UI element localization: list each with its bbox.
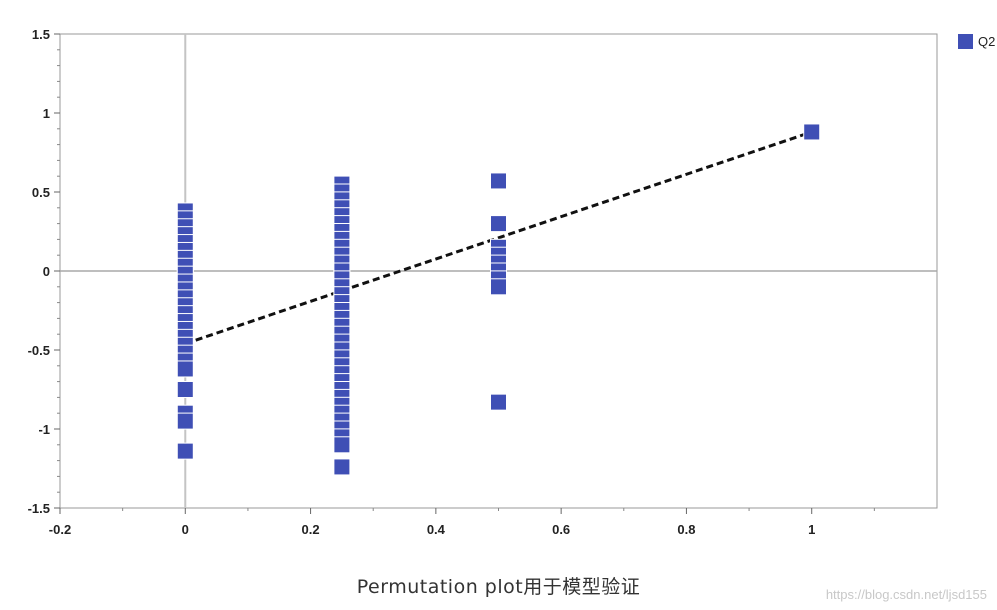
q2-point: [490, 215, 507, 233]
y-tick-label: -1.5: [28, 501, 50, 516]
legend-label: Q2: [978, 34, 995, 49]
axis-ticks: [54, 33, 875, 514]
tick-labels: -0.2 0 0.2 0.4 0.6 0.8 1 1.5 1 0.5 0 -0.5 -1 -1.5: [28, 27, 816, 537]
q2-point: [490, 278, 507, 296]
q2-point: [490, 393, 507, 411]
x-tick-label: 0.8: [677, 522, 695, 537]
legend-marker: [958, 34, 973, 49]
x-tick-label: 0.4: [427, 522, 446, 537]
y-tick-label: 0.5: [32, 185, 50, 200]
q2-point: [176, 381, 194, 398]
y-tick-label: 1: [43, 106, 50, 121]
regression-dashed-line: [184, 130, 813, 346]
regression-line: [184, 130, 813, 346]
x-tick-label: -0.2: [49, 522, 71, 537]
y-tick-label: 0: [43, 264, 50, 279]
data-points: [176, 123, 821, 476]
x-tick-label: 0.2: [302, 522, 320, 537]
q2-point: [333, 436, 351, 454]
q2-point: [176, 412, 194, 430]
x-tick-label: 1: [808, 522, 815, 537]
watermark: https://blog.csdn.net/ljsd155: [825, 587, 987, 602]
y-tick-label: -0.5: [28, 343, 50, 358]
q2-point: [803, 123, 821, 141]
x-tick-label: 0: [182, 522, 189, 537]
y-tick-label: -1: [38, 422, 50, 437]
q2-point: [176, 442, 194, 460]
figure-caption: Permutation plot用于模型验证: [356, 576, 641, 598]
q2-point: [333, 458, 351, 476]
y-tick-label: 1.5: [32, 27, 50, 42]
q2-point: [176, 360, 194, 378]
x-tick-label: 0.6: [552, 522, 570, 537]
legend: Q2: [958, 34, 995, 49]
permutation-chart: -0.2 0 0.2 0.4 0.6 0.8 1 1.5 1 0.5 0 -0.5 -1 -1.5 Q2: [28, 27, 996, 537]
q2-point: [490, 172, 507, 190]
